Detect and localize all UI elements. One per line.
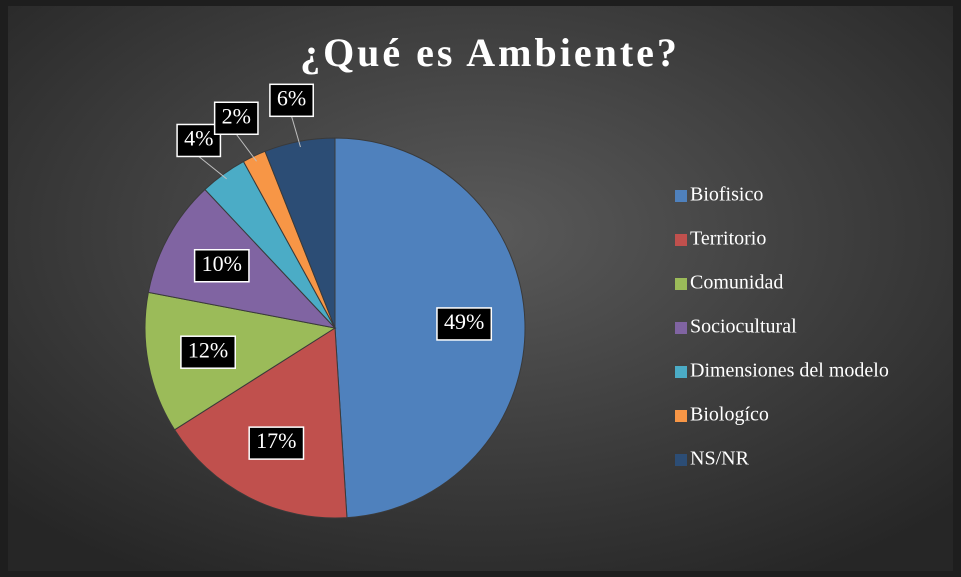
pie-slice (334, 137, 526, 519)
legend-label: Sociocultural (690, 316, 797, 338)
data-label: 6% (269, 83, 314, 118)
data-label-box (180, 335, 237, 369)
data-label-box (248, 426, 305, 460)
data-label-box (193, 249, 250, 283)
leader-line (235, 133, 257, 162)
data-label: 4% (176, 123, 222, 158)
data-label-box (213, 101, 259, 136)
data-label: 49% (436, 307, 493, 341)
pie-slice (173, 327, 348, 519)
legend-label: Territorio (690, 228, 766, 250)
legend-label: Biofisico (690, 184, 763, 206)
data-label-text: 12% (188, 337, 228, 362)
pie-slice (264, 137, 336, 329)
data-label-text: 2% (222, 103, 251, 128)
data-label-text: 6% (277, 85, 306, 110)
data-label: 12% (180, 335, 237, 369)
legend-label: NS/NR (690, 448, 750, 470)
data-label: 2% (213, 101, 259, 136)
legend-label: Comunidad (690, 272, 783, 294)
data-label-box (176, 123, 222, 158)
data-label-text: 17% (256, 428, 296, 453)
legend-swatch (675, 410, 687, 422)
legend-swatch (675, 278, 687, 290)
legend-swatch (675, 234, 687, 246)
data-label-box (436, 307, 493, 341)
leader-line (198, 156, 227, 180)
data-label-text: 4% (184, 126, 213, 151)
legend-label: Biologíco (690, 404, 769, 426)
data-label: 10% (193, 249, 250, 283)
legend-swatch (675, 322, 687, 334)
data-label-text: 10% (202, 251, 242, 276)
leader-line (291, 116, 301, 148)
data-label-text: 49% (444, 309, 484, 334)
legend-swatch (675, 454, 687, 466)
data-label: 17% (248, 426, 305, 460)
legend-swatch (675, 190, 687, 202)
data-label-box (269, 83, 314, 118)
legend-swatch (675, 366, 687, 378)
pie-slice (144, 291, 337, 431)
chart-title: ¿Qué es Ambiente? (300, 30, 680, 75)
legend-label: Dimensiones del modelo (690, 360, 889, 382)
